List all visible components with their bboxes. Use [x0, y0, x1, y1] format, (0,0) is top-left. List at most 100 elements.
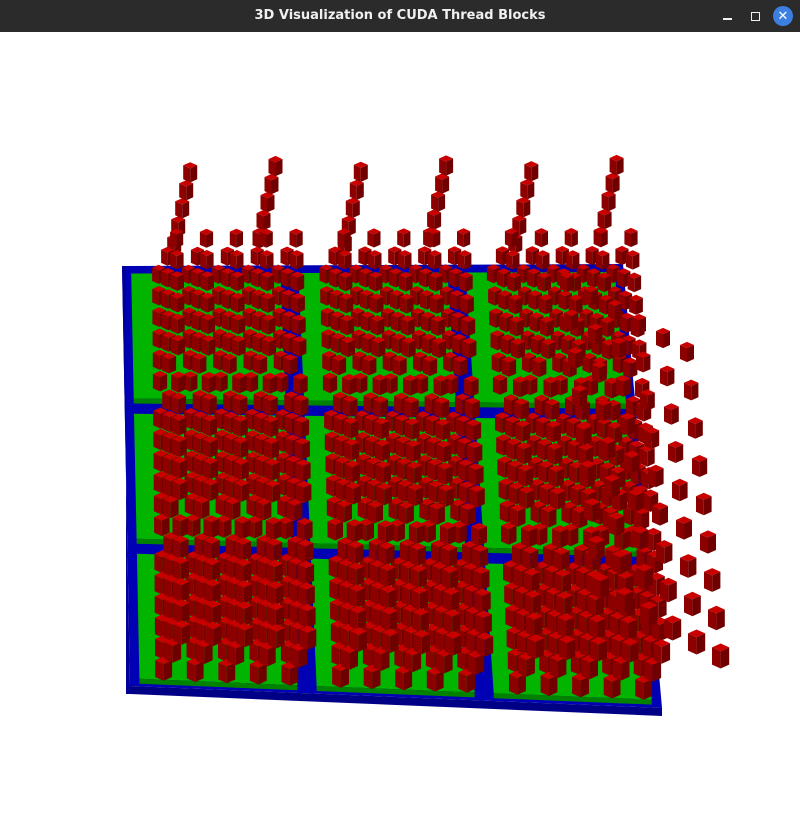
3d-viewport[interactable]: [0, 32, 800, 832]
cube-right-face: [180, 539, 189, 559]
cube-left-face: [700, 534, 708, 554]
cube-left-face: [183, 165, 191, 183]
cube-top-face: [170, 292, 185, 299]
cube-top-face: [361, 333, 376, 340]
cube-top-face: [492, 374, 508, 381]
thread-cube: [431, 191, 446, 212]
cube-left-face: [656, 331, 663, 349]
close-button[interactable]: ✕: [773, 6, 793, 26]
maximize-button[interactable]: [745, 6, 765, 26]
thread-cube: [460, 503, 476, 526]
cube-left-face: [467, 654, 476, 675]
cube-left-face: [436, 444, 444, 463]
thread-cube: [600, 316, 615, 338]
cube-left-face: [161, 249, 168, 266]
cube-top-face: [172, 535, 189, 543]
cube-left-face: [253, 394, 261, 412]
thread-cube: [372, 374, 388, 396]
thread-cube: [560, 271, 574, 293]
cube-top-face: [194, 533, 211, 541]
cube-top-face: [261, 292, 275, 300]
thread-cube: [510, 338, 526, 359]
thread-cube: [688, 629, 706, 655]
cube-left-face: [232, 397, 240, 416]
cube-right-face: [301, 419, 310, 438]
cube-left-face: [644, 430, 652, 449]
cube-top-face: [285, 434, 301, 441]
cube-top-face: [330, 598, 347, 606]
cube-left-face: [234, 519, 243, 539]
cube-top-face: [370, 315, 385, 322]
cube-left-face: [609, 158, 617, 176]
cube-right-face: [720, 647, 730, 669]
thread-cube: [628, 488, 644, 512]
thread-cube: [225, 497, 241, 520]
cube-left-face: [325, 456, 333, 475]
cube-right-face: [482, 592, 491, 613]
thread-cube: [298, 603, 316, 628]
cube-top-face: [373, 396, 389, 403]
cube-top-face: [181, 264, 196, 271]
cube-left-face: [492, 377, 500, 395]
cube-right-face: [554, 446, 563, 465]
cube-top-face: [245, 451, 261, 459]
title-bar[interactable]: 3D Visualization of CUDA Thread Blocks ✕: [0, 0, 800, 32]
cube-top-face: [521, 524, 537, 532]
cube-left-face: [367, 231, 374, 248]
cube-top-face: [252, 353, 268, 361]
cube-top-face: [568, 294, 583, 301]
cube-top-face: [420, 290, 434, 297]
cube-left-face: [548, 635, 557, 656]
cube-left-face: [465, 610, 474, 631]
cube-left-face: [154, 617, 164, 638]
cube-right-face: [243, 562, 252, 583]
cube-top-face: [171, 392, 187, 400]
cube-left-face: [601, 342, 609, 360]
cube-top-face: [451, 311, 465, 319]
cube-right-face: [558, 657, 567, 678]
cube-left-face: [548, 468, 557, 488]
cube-left-face: [368, 541, 377, 562]
cube-right-face: [661, 643, 671, 664]
cube-left-face: [539, 653, 548, 674]
cube-right-face: [263, 213, 271, 231]
minimize-button[interactable]: [717, 6, 737, 26]
cube-right-face: [604, 212, 612, 230]
thread-cube: [441, 565, 459, 590]
thread-cube: [399, 271, 413, 292]
cube-left-face: [605, 548, 614, 568]
cube-top-face: [596, 250, 610, 257]
cube-top-face: [498, 290, 512, 297]
thread-cube: [548, 465, 564, 488]
cube-left-face: [223, 436, 232, 455]
cube-top-face: [538, 294, 553, 301]
cube-left-face: [425, 649, 435, 670]
cube-right-face: [446, 487, 454, 507]
cube-top-face: [153, 471, 169, 478]
cube-right-face: [604, 275, 612, 293]
cube-left-face: [617, 271, 624, 288]
cube-right-face: [523, 200, 531, 218]
cube-left-face: [172, 560, 181, 581]
thread-cube: [202, 435, 218, 458]
cube-left-face: [412, 611, 421, 633]
thread-blocks-scene[interactable]: [0, 32, 800, 832]
cube-top-face: [632, 339, 647, 346]
cube-left-face: [233, 439, 241, 459]
cube-right-face: [399, 358, 407, 376]
thread-cube: [438, 484, 454, 507]
thread-cube: [543, 376, 558, 398]
cube-left-face: [427, 462, 435, 481]
cube-right-face: [434, 253, 442, 270]
cube-right-face: [241, 482, 250, 502]
cube-top-face: [578, 443, 594, 451]
cube-left-face: [229, 231, 237, 248]
cube-right-face: [179, 417, 187, 436]
cube-right-face: [468, 319, 476, 337]
cube-top-face: [359, 289, 374, 296]
cube-left-face: [398, 253, 405, 270]
cube-top-face: [489, 308, 503, 315]
cube-top-face: [264, 480, 281, 487]
thread-cube: [652, 502, 668, 526]
cube-top-face: [548, 286, 562, 293]
